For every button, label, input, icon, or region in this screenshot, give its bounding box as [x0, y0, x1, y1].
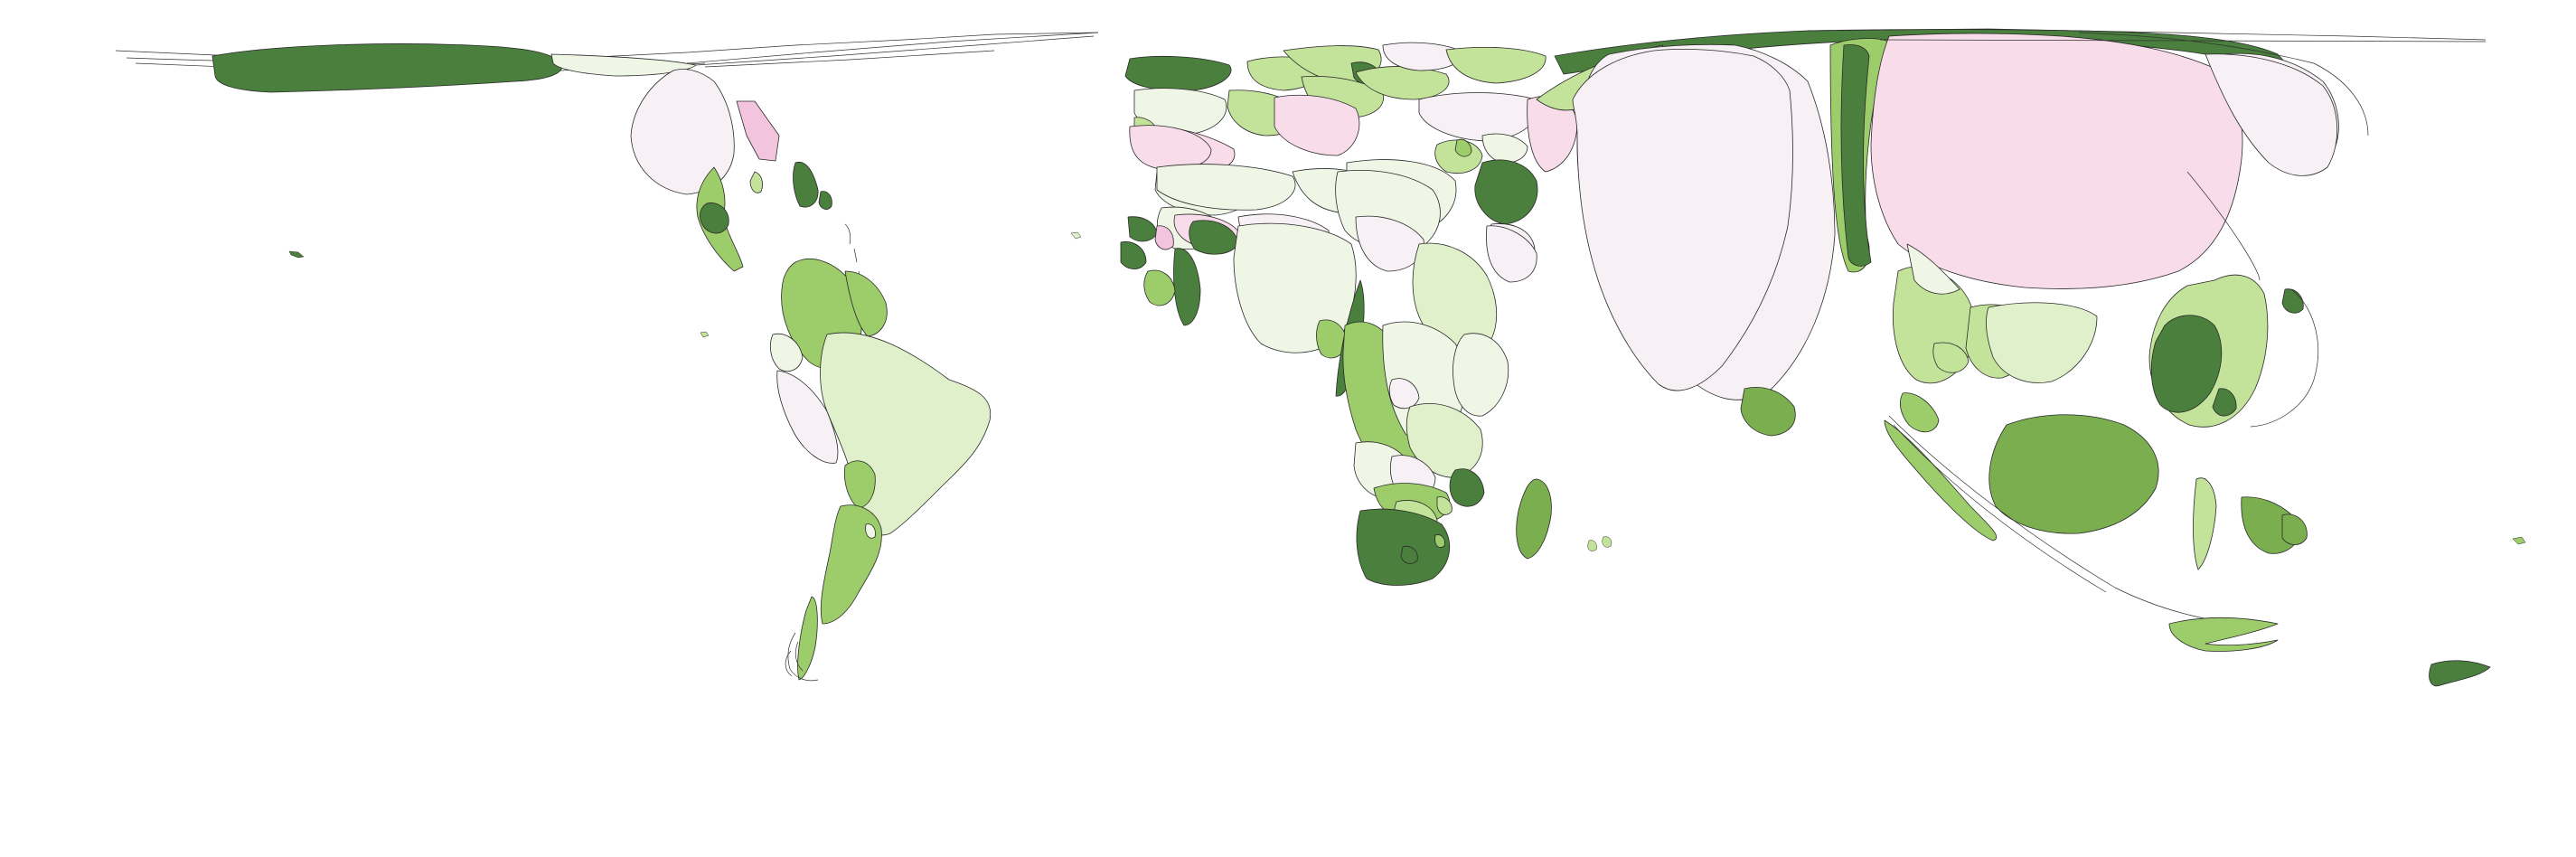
madagascar-region — [1516, 478, 1552, 560]
israel-region — [1454, 138, 1472, 157]
sri-lanka-region — [1740, 387, 1796, 437]
malawi-region — [1436, 496, 1453, 515]
pacific-islet-b — [2512, 536, 2526, 545]
pacific-islet-a — [700, 331, 710, 338]
saudi-region — [1474, 159, 1538, 225]
africa-region — [1120, 170, 1612, 586]
alaska-region — [212, 43, 563, 93]
indonesia-islands-region — [2193, 477, 2217, 570]
hawaii-islet — [288, 250, 305, 259]
vietnam-region — [1906, 243, 1960, 295]
balkans-region — [1355, 66, 1450, 100]
uruguay-region — [865, 523, 876, 539]
india-region — [1572, 48, 1793, 391]
burkina-region — [1189, 220, 1239, 255]
algeria-region — [1156, 164, 1296, 211]
cambodia-region — [1932, 342, 1970, 373]
dominican-region — [818, 191, 832, 210]
indonesia-west-region — [1899, 392, 1940, 433]
mauritius-islet — [1602, 536, 1612, 548]
guinea-region — [1120, 241, 1147, 269]
brazil-region — [820, 332, 992, 536]
turkey-region — [1418, 92, 1539, 142]
southeast-asia-fine-arcs — [1888, 171, 2319, 625]
ukraine-region — [1445, 46, 1547, 84]
indonesia-main-region — [1988, 414, 2159, 534]
ivory-coast-region — [1143, 269, 1176, 306]
tierra-del-fuego-fragments — [785, 632, 819, 682]
thailand-region — [1986, 302, 2098, 383]
somalia-region — [1486, 225, 1537, 283]
taiwan-region — [2150, 315, 2223, 413]
north-america-region — [115, 32, 1099, 283]
canada-fine-lines — [686, 32, 1099, 68]
oceania-region — [2168, 617, 2491, 687]
asia-region — [1536, 28, 2487, 625]
argentina-region — [820, 504, 882, 625]
senegal-region — [1127, 216, 1158, 242]
east-timor-region — [2281, 288, 2304, 314]
sierra-leone-region — [1154, 225, 1174, 250]
small-islands — [288, 231, 2526, 545]
south-korea-region — [2281, 513, 2308, 545]
lesotho-region — [1400, 545, 1418, 564]
kenya-region — [1453, 333, 1509, 417]
new-zealand-region — [2429, 660, 2491, 687]
guatemala-region — [700, 202, 729, 234]
atlantic-islet — [1070, 231, 1082, 240]
asia-top-fine-lines — [1807, 28, 2487, 137]
iceland-region — [1124, 55, 1232, 91]
honduras-region — [749, 171, 763, 193]
cuba-region — [736, 100, 780, 162]
swaziland-region — [1434, 534, 1445, 548]
australia-region — [2168, 617, 2279, 652]
italy-region — [1274, 94, 1360, 156]
haiti-region — [793, 161, 819, 208]
peru-region — [776, 370, 839, 464]
bolivia-region — [843, 460, 876, 509]
south-america-region — [769, 259, 992, 682]
far-east-lobe-region — [2205, 53, 2338, 176]
cameroon-region — [1316, 319, 1348, 359]
venezuela-region — [844, 270, 888, 337]
morocco-region — [1129, 125, 1212, 171]
japan-region — [2212, 388, 2237, 417]
ghana-region — [1173, 248, 1201, 326]
ecuador-region — [769, 333, 804, 372]
uganda-region — [1388, 378, 1420, 410]
malaysia-region — [1884, 419, 1998, 542]
china-region — [1870, 33, 2243, 289]
reunion-islet — [1587, 540, 1597, 551]
chile-region — [797, 596, 818, 681]
mozambique-region — [1449, 468, 1485, 507]
afghanistan-region — [1840, 44, 1872, 267]
iraq-region — [1481, 133, 1528, 164]
